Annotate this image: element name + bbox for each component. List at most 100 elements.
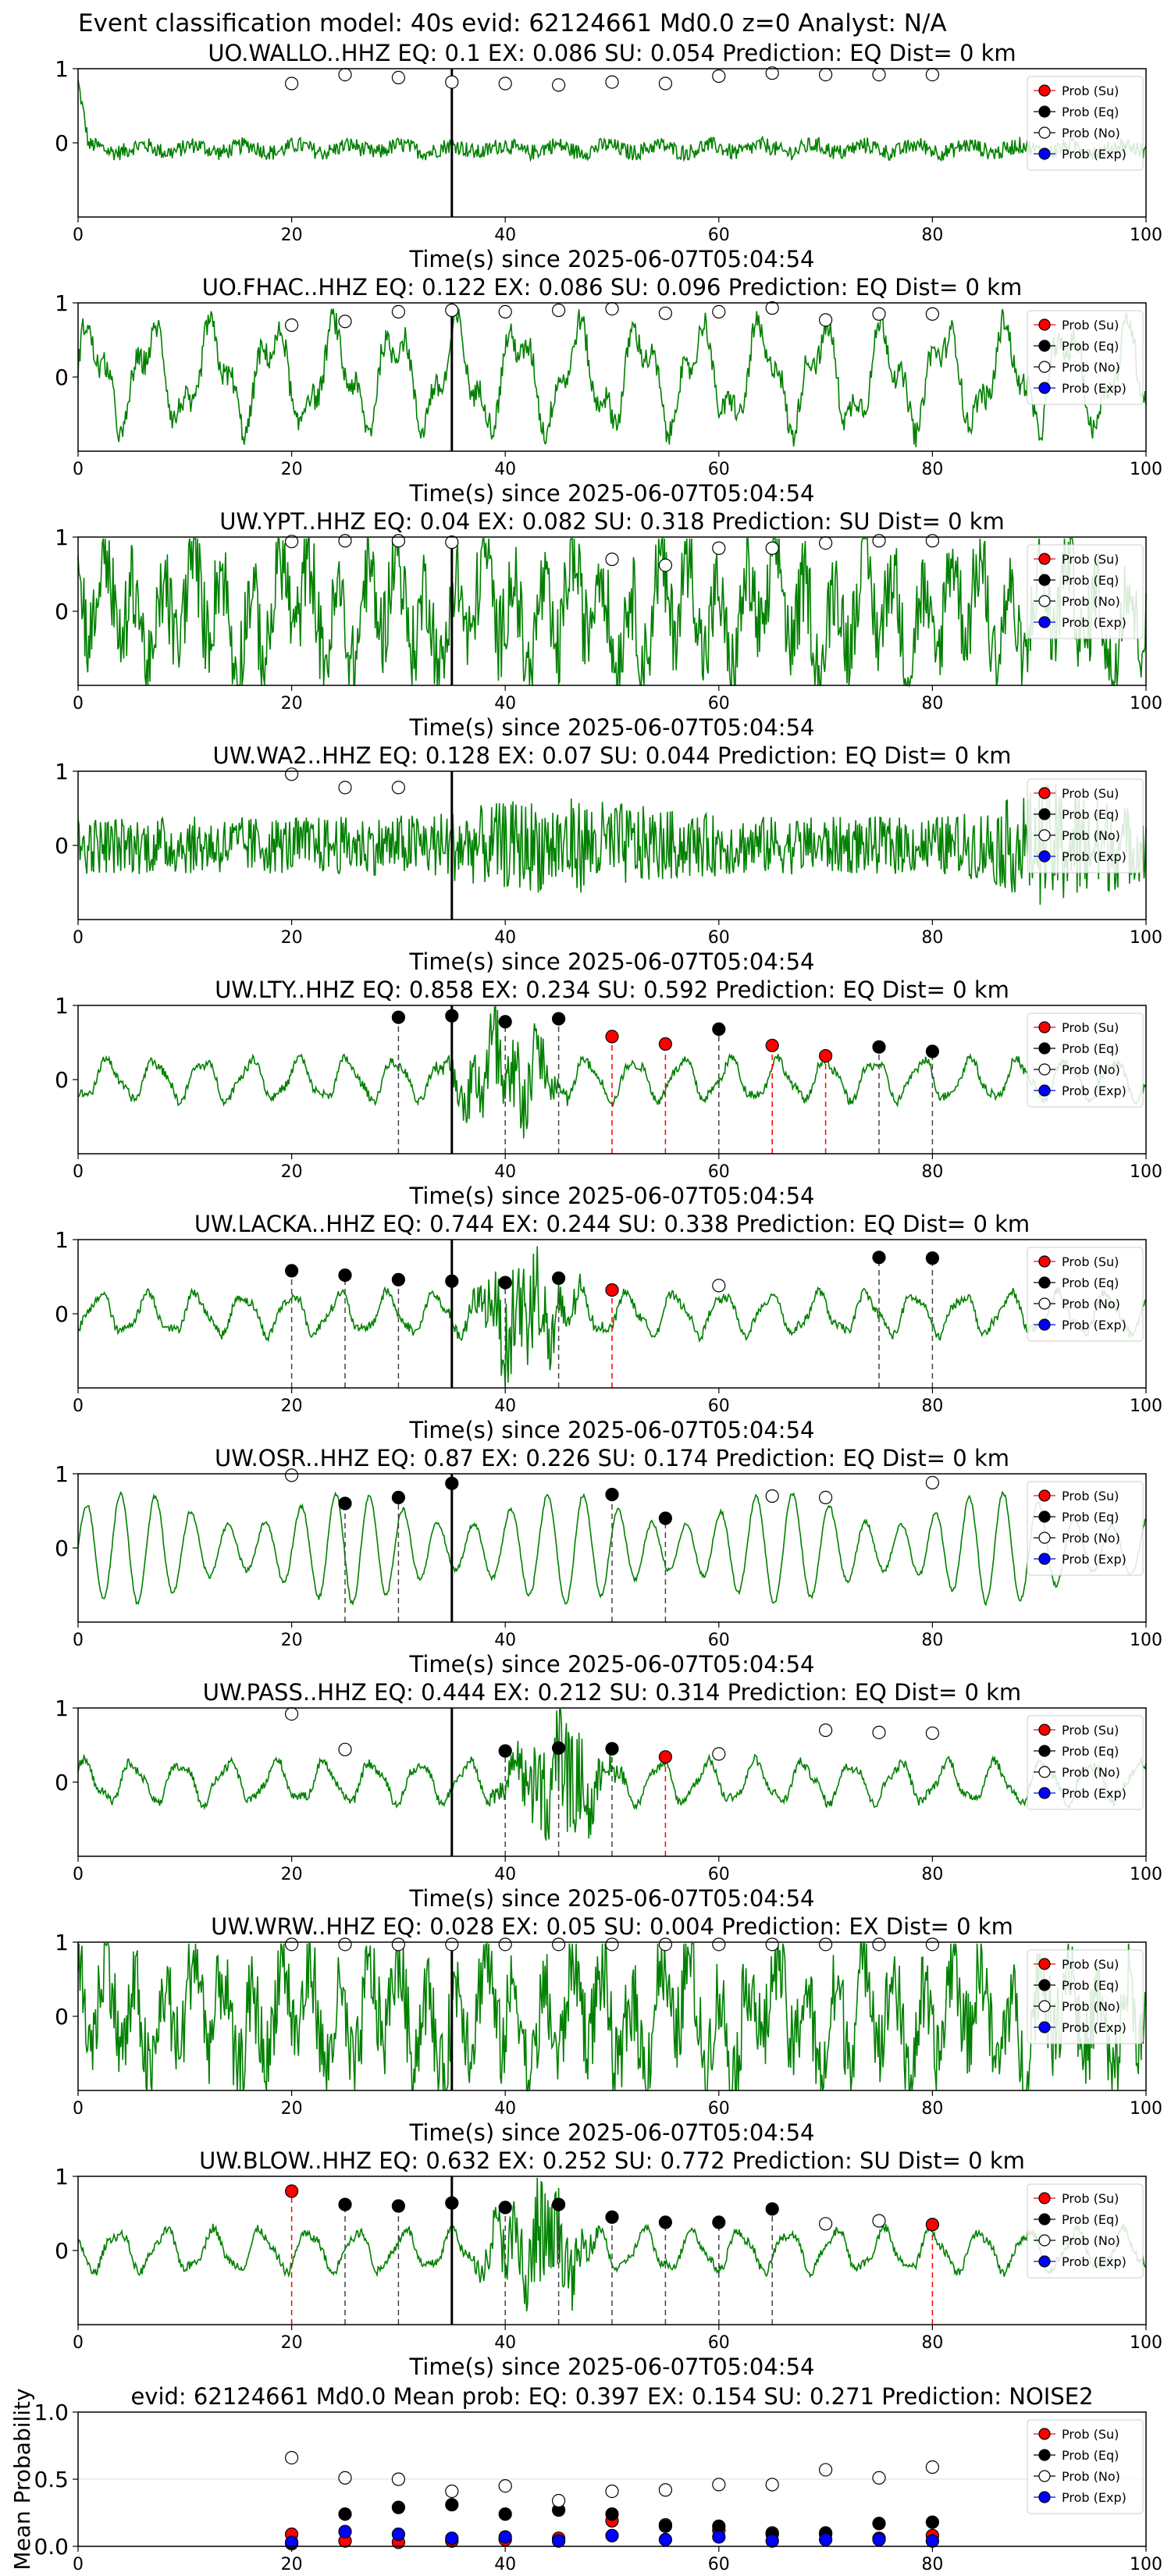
legend-marker-no — [1038, 829, 1051, 841]
x-axis-label: Time(s) since 2025-06-07T05:04:54 — [409, 2354, 815, 2380]
legend-box — [1027, 544, 1144, 639]
prob-point-no — [285, 318, 299, 333]
legend-label: Prob (Eq) — [1062, 807, 1119, 822]
legend-marker-exp — [1038, 2491, 1051, 2503]
legend-label: Prob (Su) — [1062, 1254, 1119, 1269]
legend-marker-eq — [1038, 105, 1051, 118]
legend-marker-exp — [1038, 1318, 1051, 1331]
prob-point-eq — [551, 1271, 566, 1286]
x-tick-label: 40 — [494, 928, 516, 948]
x-tick-label: 40 — [494, 1162, 516, 1182]
legend-label: Prob (No) — [1062, 2233, 1120, 2248]
prob-point-no — [765, 301, 779, 315]
y-axis-label: Mean Probability — [9, 2388, 35, 2570]
legend-label: Prob (Su) — [1062, 1020, 1119, 1035]
panel-title: UW.OSR..HHZ EQ: 0.87 EX: 0.226 SU: 0.174… — [215, 1445, 1009, 1471]
prob-point-exp — [338, 2524, 352, 2539]
prob-point-no — [925, 1475, 940, 1490]
legend-box — [1027, 1481, 1144, 1576]
legend-label: Prob (Su) — [1062, 84, 1119, 98]
legend-label: Prob (Exp) — [1062, 1318, 1127, 1332]
y-tick-label: 1 — [55, 1930, 69, 1955]
prob-point-no — [925, 2460, 940, 2475]
prob-point-eq — [391, 1272, 405, 1286]
panel-7: UW.OSR..HHZ EQ: 0.87 EX: 0.226 SU: 0.174… — [55, 1445, 1162, 1678]
x-tick-label: 80 — [921, 2555, 943, 2574]
x-tick-label: 80 — [921, 694, 943, 713]
legend-marker-exp — [1038, 1084, 1051, 1097]
panels-group: UO.WALLO..HHZ EQ: 0.1 EX: 0.086 SU: 0.05… — [9, 40, 1162, 2574]
x-axis-label: Time(s) since 2025-06-07T05:04:54 — [409, 948, 815, 975]
x-tick-label: 20 — [281, 1162, 303, 1182]
panel-3: UW.YPT..HHZ EQ: 0.04 EX: 0.082 SU: 0.318… — [55, 508, 1162, 741]
prob-point-no — [285, 535, 299, 549]
prob-point-eq — [925, 2515, 940, 2529]
legend-label: Prob (Eq) — [1062, 1276, 1119, 1290]
prob-point-no — [285, 2450, 299, 2465]
prob-point-eq — [445, 1009, 459, 1023]
prob-point-no — [712, 304, 726, 318]
legend-box — [1027, 1949, 1144, 2044]
prob-point-no — [818, 67, 833, 82]
prob-point-no — [338, 781, 352, 795]
prob-point-no — [765, 1489, 779, 1503]
y-tick-label: 1 — [55, 993, 69, 1019]
legend-label: Prob (Su) — [1062, 2427, 1119, 2442]
legend-marker-eq — [1038, 1042, 1051, 1055]
x-axis-label: Time(s) since 2025-06-07T05:04:54 — [409, 2119, 815, 2146]
y-tick-label: 0 — [55, 130, 69, 156]
prob-point-no — [391, 70, 405, 85]
panel-title: evid: 62124661 Md0.0 Mean prob: EQ: 0.39… — [130, 2383, 1093, 2410]
prob-point-no — [551, 303, 566, 318]
legend-marker-eq — [1038, 808, 1051, 820]
prob-point-no — [338, 1742, 352, 1756]
prob-point-no — [391, 2472, 405, 2486]
prob-point-no — [498, 1937, 512, 1952]
y-tick-label: 0 — [55, 2238, 69, 2264]
legend-label: Prob (No) — [1062, 1765, 1120, 1780]
legend-marker-eq — [1038, 2213, 1051, 2226]
x-tick-label: 0 — [73, 928, 84, 948]
legend-marker-exp — [1038, 616, 1051, 628]
prob-point-no — [765, 2478, 779, 2492]
legend-marker-eq — [1038, 1510, 1051, 1523]
legend-label: Prob (Eq) — [1062, 339, 1119, 354]
y-tick-label: 0.5 — [34, 2467, 69, 2492]
y-tick-label: 0.0 — [34, 2534, 69, 2560]
x-tick-label: 0 — [73, 2333, 84, 2353]
x-tick-label: 40 — [494, 2555, 516, 2574]
x-tick-label: 0 — [73, 2099, 84, 2119]
prob-point-no — [391, 534, 405, 548]
prob-point-no — [712, 541, 726, 555]
x-tick-label: 60 — [708, 226, 730, 245]
x-tick-label: 100 — [1130, 1631, 1162, 1650]
x-tick-label: 0 — [73, 460, 84, 479]
legend-label: Prob (No) — [1062, 828, 1120, 843]
x-tick-label: 20 — [281, 1865, 303, 1884]
legend-marker-exp — [1038, 382, 1051, 394]
legend-marker-no — [1038, 126, 1051, 139]
prob-point-no — [285, 76, 299, 91]
x-tick-label: 60 — [708, 1162, 730, 1182]
prob-point-exp — [551, 2534, 566, 2548]
panel-2: UO.FHAC..HHZ EQ: 0.122 EX: 0.086 SU: 0.0… — [55, 274, 1162, 507]
legend-marker-su — [1038, 1724, 1051, 1736]
x-tick-label: 60 — [708, 694, 730, 713]
axes-frame — [77, 770, 1147, 920]
panel-4: UW.WA2..HHZ EQ: 0.128 EX: 0.07 SU: 0.044… — [55, 742, 1162, 975]
y-tick-label: 1.0 — [34, 2400, 69, 2425]
x-axis-label: Time(s) since 2025-06-07T05:04:54 — [409, 714, 815, 741]
x-axis-label: Time(s) since 2025-06-07T05:04:54 — [409, 1651, 815, 1678]
prob-point-eq — [338, 1496, 352, 1510]
prob-point-no — [285, 1707, 299, 1721]
x-axis-label: Time(s) since 2025-06-07T05:04:54 — [409, 1417, 815, 1443]
legend-marker-su — [1038, 2192, 1051, 2204]
x-tick-label: 0 — [73, 1397, 84, 1416]
y-tick-label: 1 — [55, 525, 69, 550]
prob-point-no — [925, 1937, 940, 1952]
x-tick-label: 80 — [921, 1162, 943, 1182]
x-tick-label: 80 — [921, 928, 943, 948]
x-tick-label: 20 — [281, 2555, 303, 2574]
prob-point-eq — [712, 1022, 726, 1037]
legend-marker-no — [1038, 595, 1051, 607]
